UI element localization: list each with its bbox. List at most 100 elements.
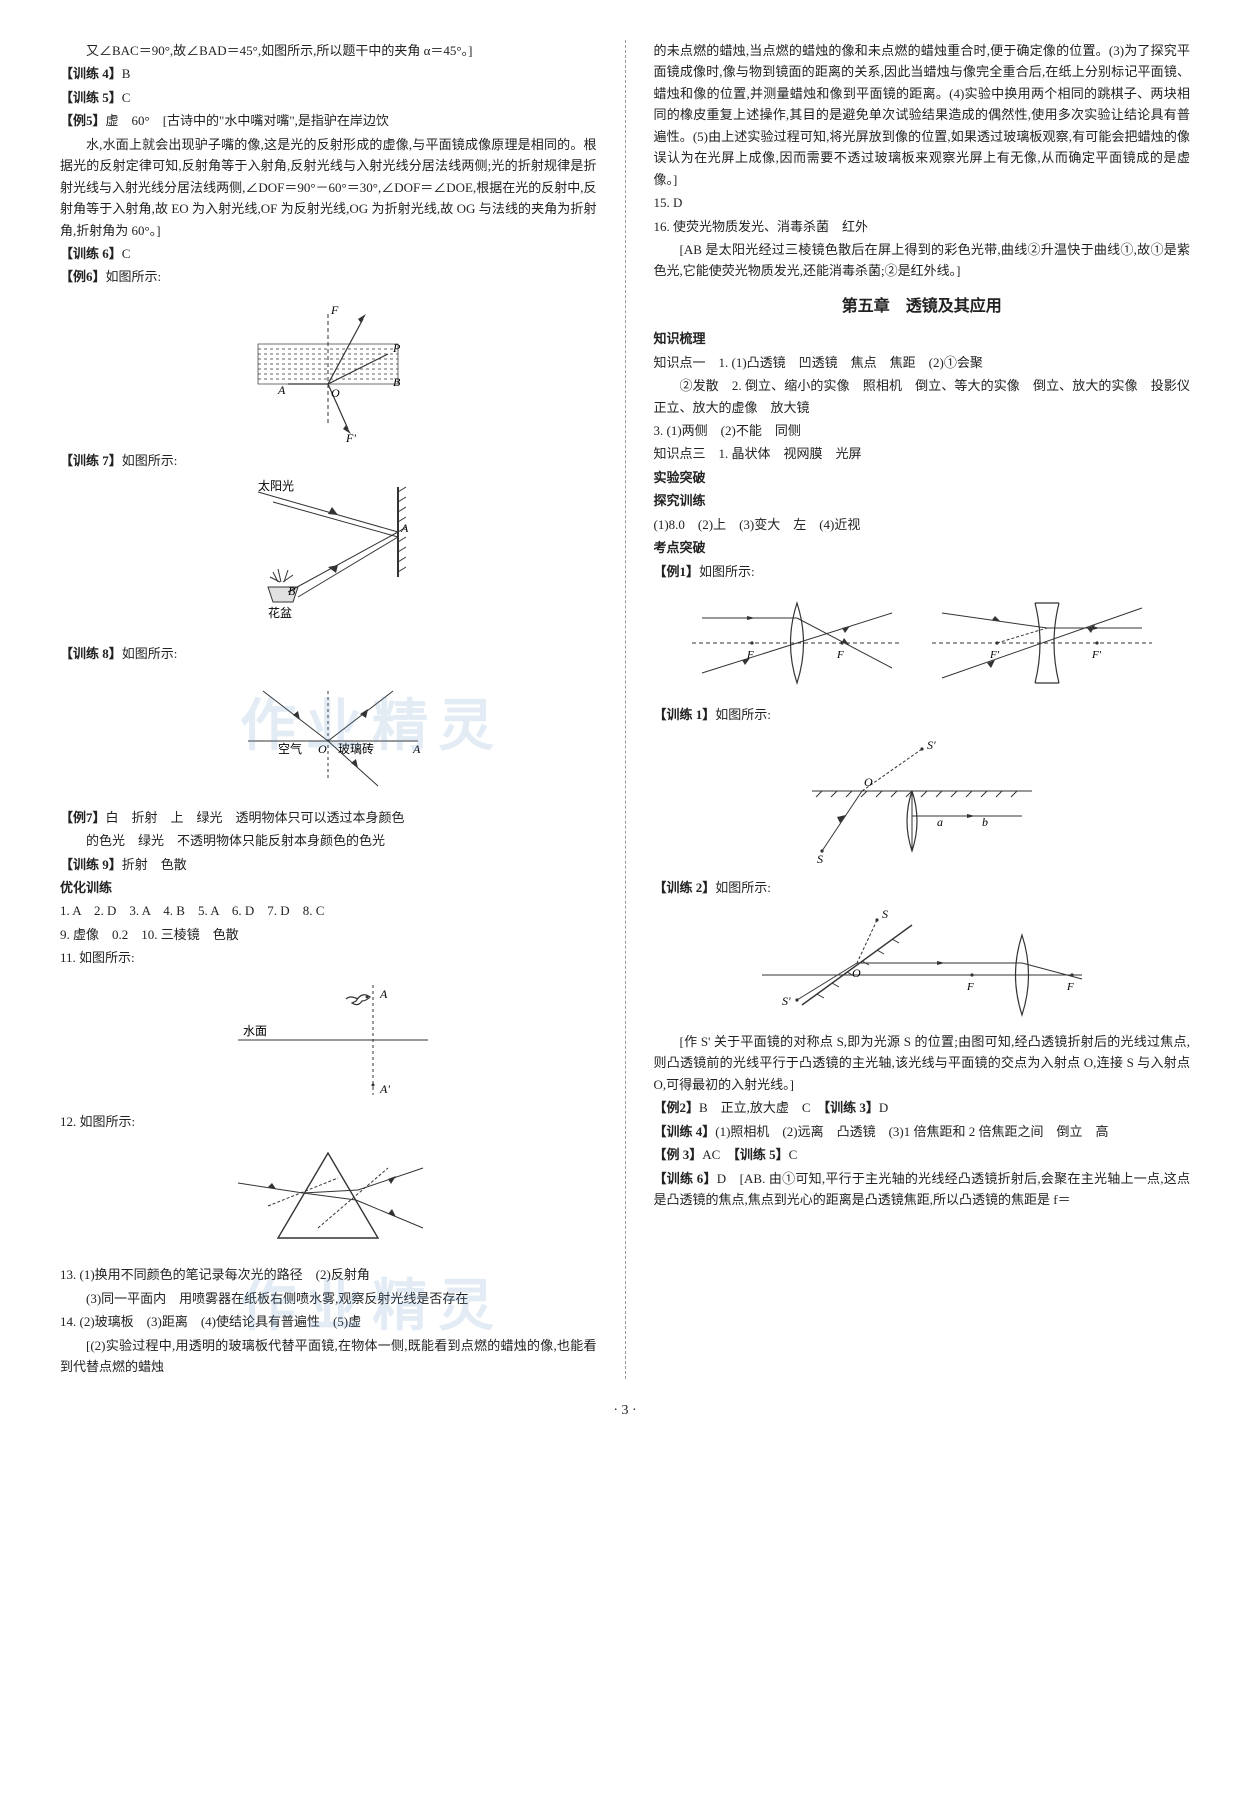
answer: 如图所示:: [715, 707, 771, 722]
svg-text:S': S': [782, 994, 791, 1008]
diagram-rt2: F F S S' O: [742, 905, 1102, 1025]
answer-line: 【例 3】AC 【训练 5】C: [654, 1144, 1191, 1165]
section-heading: 探究训练: [654, 490, 1191, 511]
diagram-q12: [208, 1138, 448, 1258]
answer: (1)照相机 (2)远离 凸透镜 (3)1 倍焦距和 2 倍焦距之间 倒立 高: [715, 1124, 1108, 1139]
svg-text:F: F: [330, 303, 339, 317]
text: 水,水面上就会出现驴子嘴的像,这是光的反射形成的虚像,与平面镜成像原理是相同的。…: [60, 134, 597, 241]
text: 的色光 绿光 不透明物体只能反射本身颜色的色光: [60, 830, 597, 851]
svg-text:B: B: [393, 375, 401, 389]
svg-text:P: P: [392, 341, 401, 355]
text: 15. D: [654, 192, 1191, 213]
label: 【训练 7】: [60, 453, 122, 468]
answer-line: 【训练 7】如图所示:: [60, 450, 597, 471]
svg-text:F: F: [966, 981, 974, 993]
label: 【例2】: [654, 1100, 700, 1115]
text: [(2)实验过程中,用透明的玻璃板代替平面镜,在物体一侧,既能看到点燃的蜡烛的像…: [60, 1335, 597, 1378]
svg-text:S: S: [817, 852, 823, 866]
answer-line: 【例7】白 折射 上 绿光 透明物体只可以透过本身颜色: [60, 807, 597, 828]
answer-line: 【训练 6】C: [60, 243, 597, 264]
answer-line: 【训练 6】D [AB. 由①可知,平行于主光轴的光线经凸透镜折射后,会聚在主光…: [654, 1168, 1191, 1211]
answer: AC: [702, 1147, 720, 1162]
svg-text:A: A: [379, 987, 388, 1001]
svg-text:水面: 水面: [243, 1024, 267, 1038]
text: 3. (1)两侧 (2)不能 同侧: [654, 420, 1191, 441]
text: 12. 如图所示:: [60, 1111, 597, 1132]
svg-text:F': F': [345, 431, 356, 444]
text: 1. A 2. D 3. A 4. B 5. A 6. D 7. D 8. C: [60, 900, 597, 921]
svg-text:O: O: [852, 966, 861, 980]
label: 【训练 2】: [654, 880, 716, 895]
answer: 如图所示:: [122, 646, 178, 661]
answer-line: 【例6】如图所示:: [60, 266, 597, 287]
svg-text:A': A': [379, 1082, 390, 1096]
svg-text:B: B: [288, 584, 296, 598]
diagram-rt1: S' S O a b: [792, 731, 1052, 871]
text: 14. (2)玻璃板 (3)距离 (4)使结论具有普遍性 (5)虚: [60, 1311, 597, 1332]
answer-line: 【例5】虚 60° [古诗中的"水中嘴对嘴",是指驴在岸边饮: [60, 110, 597, 131]
text: ②发散 2. 倒立、缩小的实像 照相机 倒立、等大的实像 倒立、放大的实像 投影…: [654, 375, 1191, 418]
answer-line: 【训练 8】如图所示:: [60, 643, 597, 664]
label: 【训练 9】: [60, 857, 122, 872]
answer-line: 【例2】B 正立,放大虚 C 【训练 3】D: [654, 1097, 1191, 1118]
section-heading: 考点突破: [654, 537, 1191, 558]
svg-text:F: F: [836, 649, 844, 661]
label: 【例 3】: [654, 1147, 703, 1162]
label: 【训练 8】: [60, 646, 122, 661]
diagram-q11: A A' 水面: [208, 975, 448, 1105]
text: [AB 是太阳光经过三棱镜色散后在屏上得到的彩色光带,曲线②升温快于曲线①,故①…: [654, 239, 1191, 282]
answer: B 正立,放大虚 C: [699, 1100, 811, 1115]
answer: 虚 60° [古诗中的"水中嘴对嘴",是指驴在岸边饮: [106, 113, 389, 128]
label: 【训练 6】: [654, 1171, 717, 1186]
text: 16. 使荧光物质发光、消毒杀菌 红外: [654, 216, 1191, 237]
answer: C: [122, 246, 131, 261]
svg-text:空气: 空气: [278, 741, 302, 756]
answer: C: [122, 90, 131, 105]
diagram-training7: 太阳光 A B 花盆: [198, 477, 458, 637]
answer: 如图所示:: [699, 564, 755, 579]
svg-text:玻璃砖: 玻璃砖: [338, 741, 374, 756]
svg-text:太阳光: 太阳光: [258, 478, 294, 493]
label: 【例6】: [60, 269, 106, 284]
text: [作 S' 关于平面镜的对称点 S,即为光源 S 的位置;由图可知,经凸透镜折射…: [654, 1031, 1191, 1095]
chapter-title: 第五章 透镜及其应用: [654, 294, 1191, 320]
answer-line: 【训练 9】折射 色散: [60, 854, 597, 875]
label: 【训练 5】: [60, 90, 122, 105]
svg-text:花盆: 花盆: [268, 605, 292, 620]
answer-line: 【训练 2】如图所示:: [654, 877, 1191, 898]
text: 知识点一 1. (1)凸透镜 凹透镜 焦点 焦距 (2)①会聚: [654, 352, 1191, 373]
svg-text:A: A: [400, 521, 409, 535]
svg-text:F': F': [1091, 649, 1102, 661]
answer: D: [879, 1100, 888, 1115]
label: 【例1】: [654, 564, 700, 579]
section-heading: 优化训练: [60, 877, 597, 898]
answer-line: 【训练 1】如图所示:: [654, 704, 1191, 725]
text: 9. 虚像 0.2 10. 三棱镜 色散: [60, 924, 597, 945]
answer: 如图所示:: [715, 880, 771, 895]
svg-text:S': S': [927, 738, 936, 752]
label: 【训练 1】: [654, 707, 716, 722]
label: 【训练 6】: [60, 246, 122, 261]
text: 知识点三 1. 晶状体 视网膜 光屏: [654, 443, 1191, 464]
svg-text:S: S: [882, 907, 888, 921]
svg-text:a: a: [937, 815, 943, 829]
answer: 白 折射 上 绿光 透明物体只可以透过本身颜色: [106, 810, 405, 825]
svg-text:O: O: [331, 386, 340, 400]
label: 【例5】: [60, 113, 106, 128]
text: 又∠BAC＝90°,故∠BAD＝45°,如图所示,所以题干中的夹角 α＝45°。…: [60, 40, 597, 61]
answer: 如图所示:: [106, 269, 162, 284]
answer-line: 【训练 4】(1)照相机 (2)远离 凸透镜 (3)1 倍焦距和 2 倍焦距之间…: [654, 1121, 1191, 1142]
label: 【例7】: [60, 810, 106, 825]
page-content: 又∠BAC＝90°,故∠BAD＝45°,如图所示,所以题干中的夹角 α＝45°。…: [60, 40, 1190, 1379]
text: 11. 如图所示:: [60, 947, 597, 968]
label: 【训练 3】: [824, 1100, 879, 1115]
column-divider: [625, 40, 626, 1379]
label: 【训练 4】: [60, 66, 122, 81]
diagram-re1: F F F' F': [682, 588, 1162, 698]
svg-text:A: A: [412, 742, 421, 756]
svg-text:O: O: [864, 775, 873, 789]
diagram-training8: O A 空气 玻璃砖: [218, 671, 438, 801]
right-column: 的未点燃的蜡烛,当点燃的蜡烛的像和未点燃的蜡烛重合时,便于确定像的位置。(3)为…: [654, 40, 1191, 1379]
answer: D [AB. 由①可知,平行于主光轴的光线经凸透镜折射后,会聚在主光轴上一点,这…: [654, 1171, 1190, 1207]
svg-text:O: O: [318, 742, 327, 756]
